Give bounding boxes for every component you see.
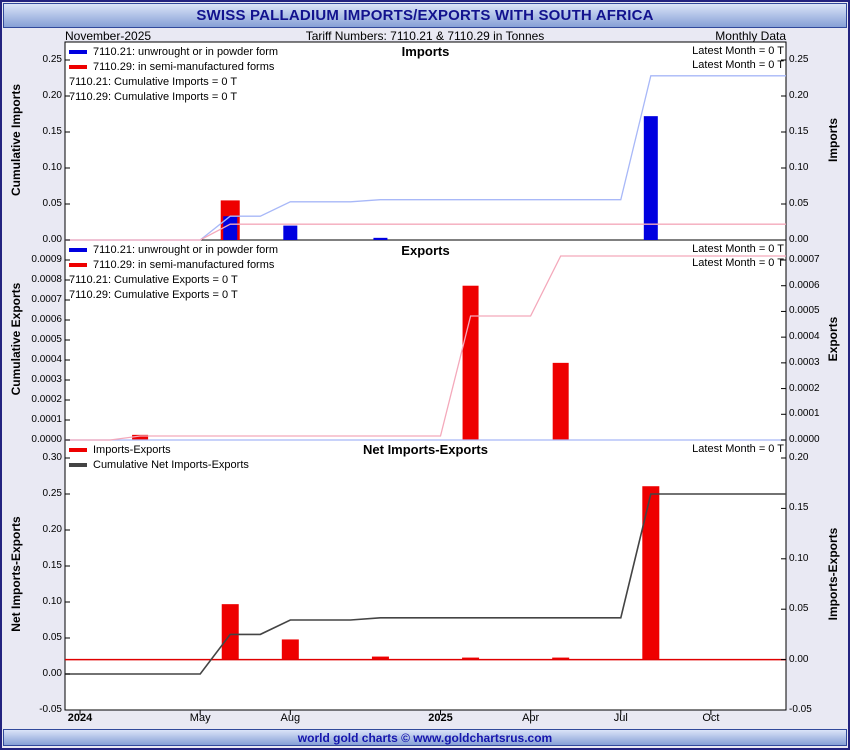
footer-text: world gold charts © www.goldchartsrus.co… [297,730,553,745]
footer-bar: world gold charts © www.goldchartsrus.co… [3,729,847,746]
header-tariff-numbers: Tariff Numbers: 7110.21 & 7110.29 in Ton… [305,29,545,43]
net-imports-exports-bar [221,604,239,660]
imports-7110-29-cumulative-line [65,223,786,241]
exports-7110-29-bar [462,285,479,440]
title-bar: SWISS PALLADIUM IMPORTS/EXPORTS WITH SOU… [3,3,847,28]
exports-7110-29-bar [552,362,569,440]
net-imports-exports-bar [642,486,660,660]
header-date: November-2025 [65,29,152,43]
imports-7110-21-bar [643,116,658,240]
net-imports-exports-bar [552,657,570,660]
exports-7110-29-bar [132,434,149,440]
exports-panel-background [64,239,787,441]
cumulative-net-line [65,493,786,675]
imports-7110-21-bar [223,216,238,240]
net-imports-exports-bar [462,657,480,660]
net-imports-exports-bar [371,656,389,660]
page-title: SWISS PALLADIUM IMPORTS/EXPORTS WITH SOU… [196,7,654,24]
net-panel-background [64,439,787,711]
imports-panel-background [64,41,787,241]
imports-7110-21-bar [283,225,298,240]
net-imports-exports-bar [281,639,299,660]
header-frequency: Monthly Data [715,29,786,43]
exports-7110-29-cumulative-line [65,255,786,441]
imports-7110-21-bar [373,237,388,240]
